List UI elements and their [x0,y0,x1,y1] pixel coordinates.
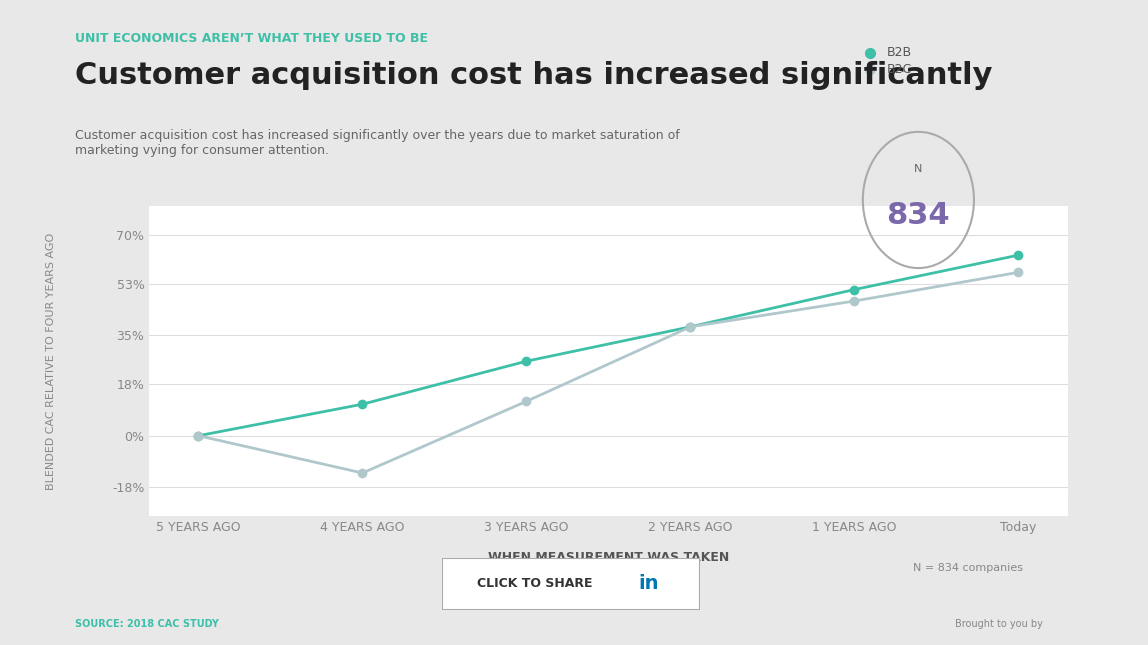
FancyBboxPatch shape [442,558,700,610]
Text: N = 834 companies: N = 834 companies [913,563,1023,573]
Text: B2C: B2C [886,63,912,75]
Text: CLICK TO SHARE: CLICK TO SHARE [478,577,592,590]
Text: N: N [914,164,923,174]
X-axis label: WHEN MEASUREMENT WAS TAKEN: WHEN MEASUREMENT WAS TAKEN [488,551,729,564]
Text: SOURCE: 2018 CAC STUDY: SOURCE: 2018 CAC STUDY [75,619,218,629]
Text: 834: 834 [886,201,951,230]
Text: B2B: B2B [886,46,912,59]
Text: Customer acquisition cost has increased significantly: Customer acquisition cost has increased … [75,61,992,90]
Y-axis label: BLENDED CAC RELATIVE TO FOUR YEARS AGO: BLENDED CAC RELATIVE TO FOUR YEARS AGO [46,233,56,490]
Text: Brought to you by: Brought to you by [955,619,1044,629]
Text: Customer acquisition cost has increased significantly over the years due to mark: Customer acquisition cost has increased … [75,129,680,157]
Text: in: in [638,574,659,593]
Text: UNIT ECONOMICS AREN’T WHAT THEY USED TO BE: UNIT ECONOMICS AREN’T WHAT THEY USED TO … [75,32,427,45]
